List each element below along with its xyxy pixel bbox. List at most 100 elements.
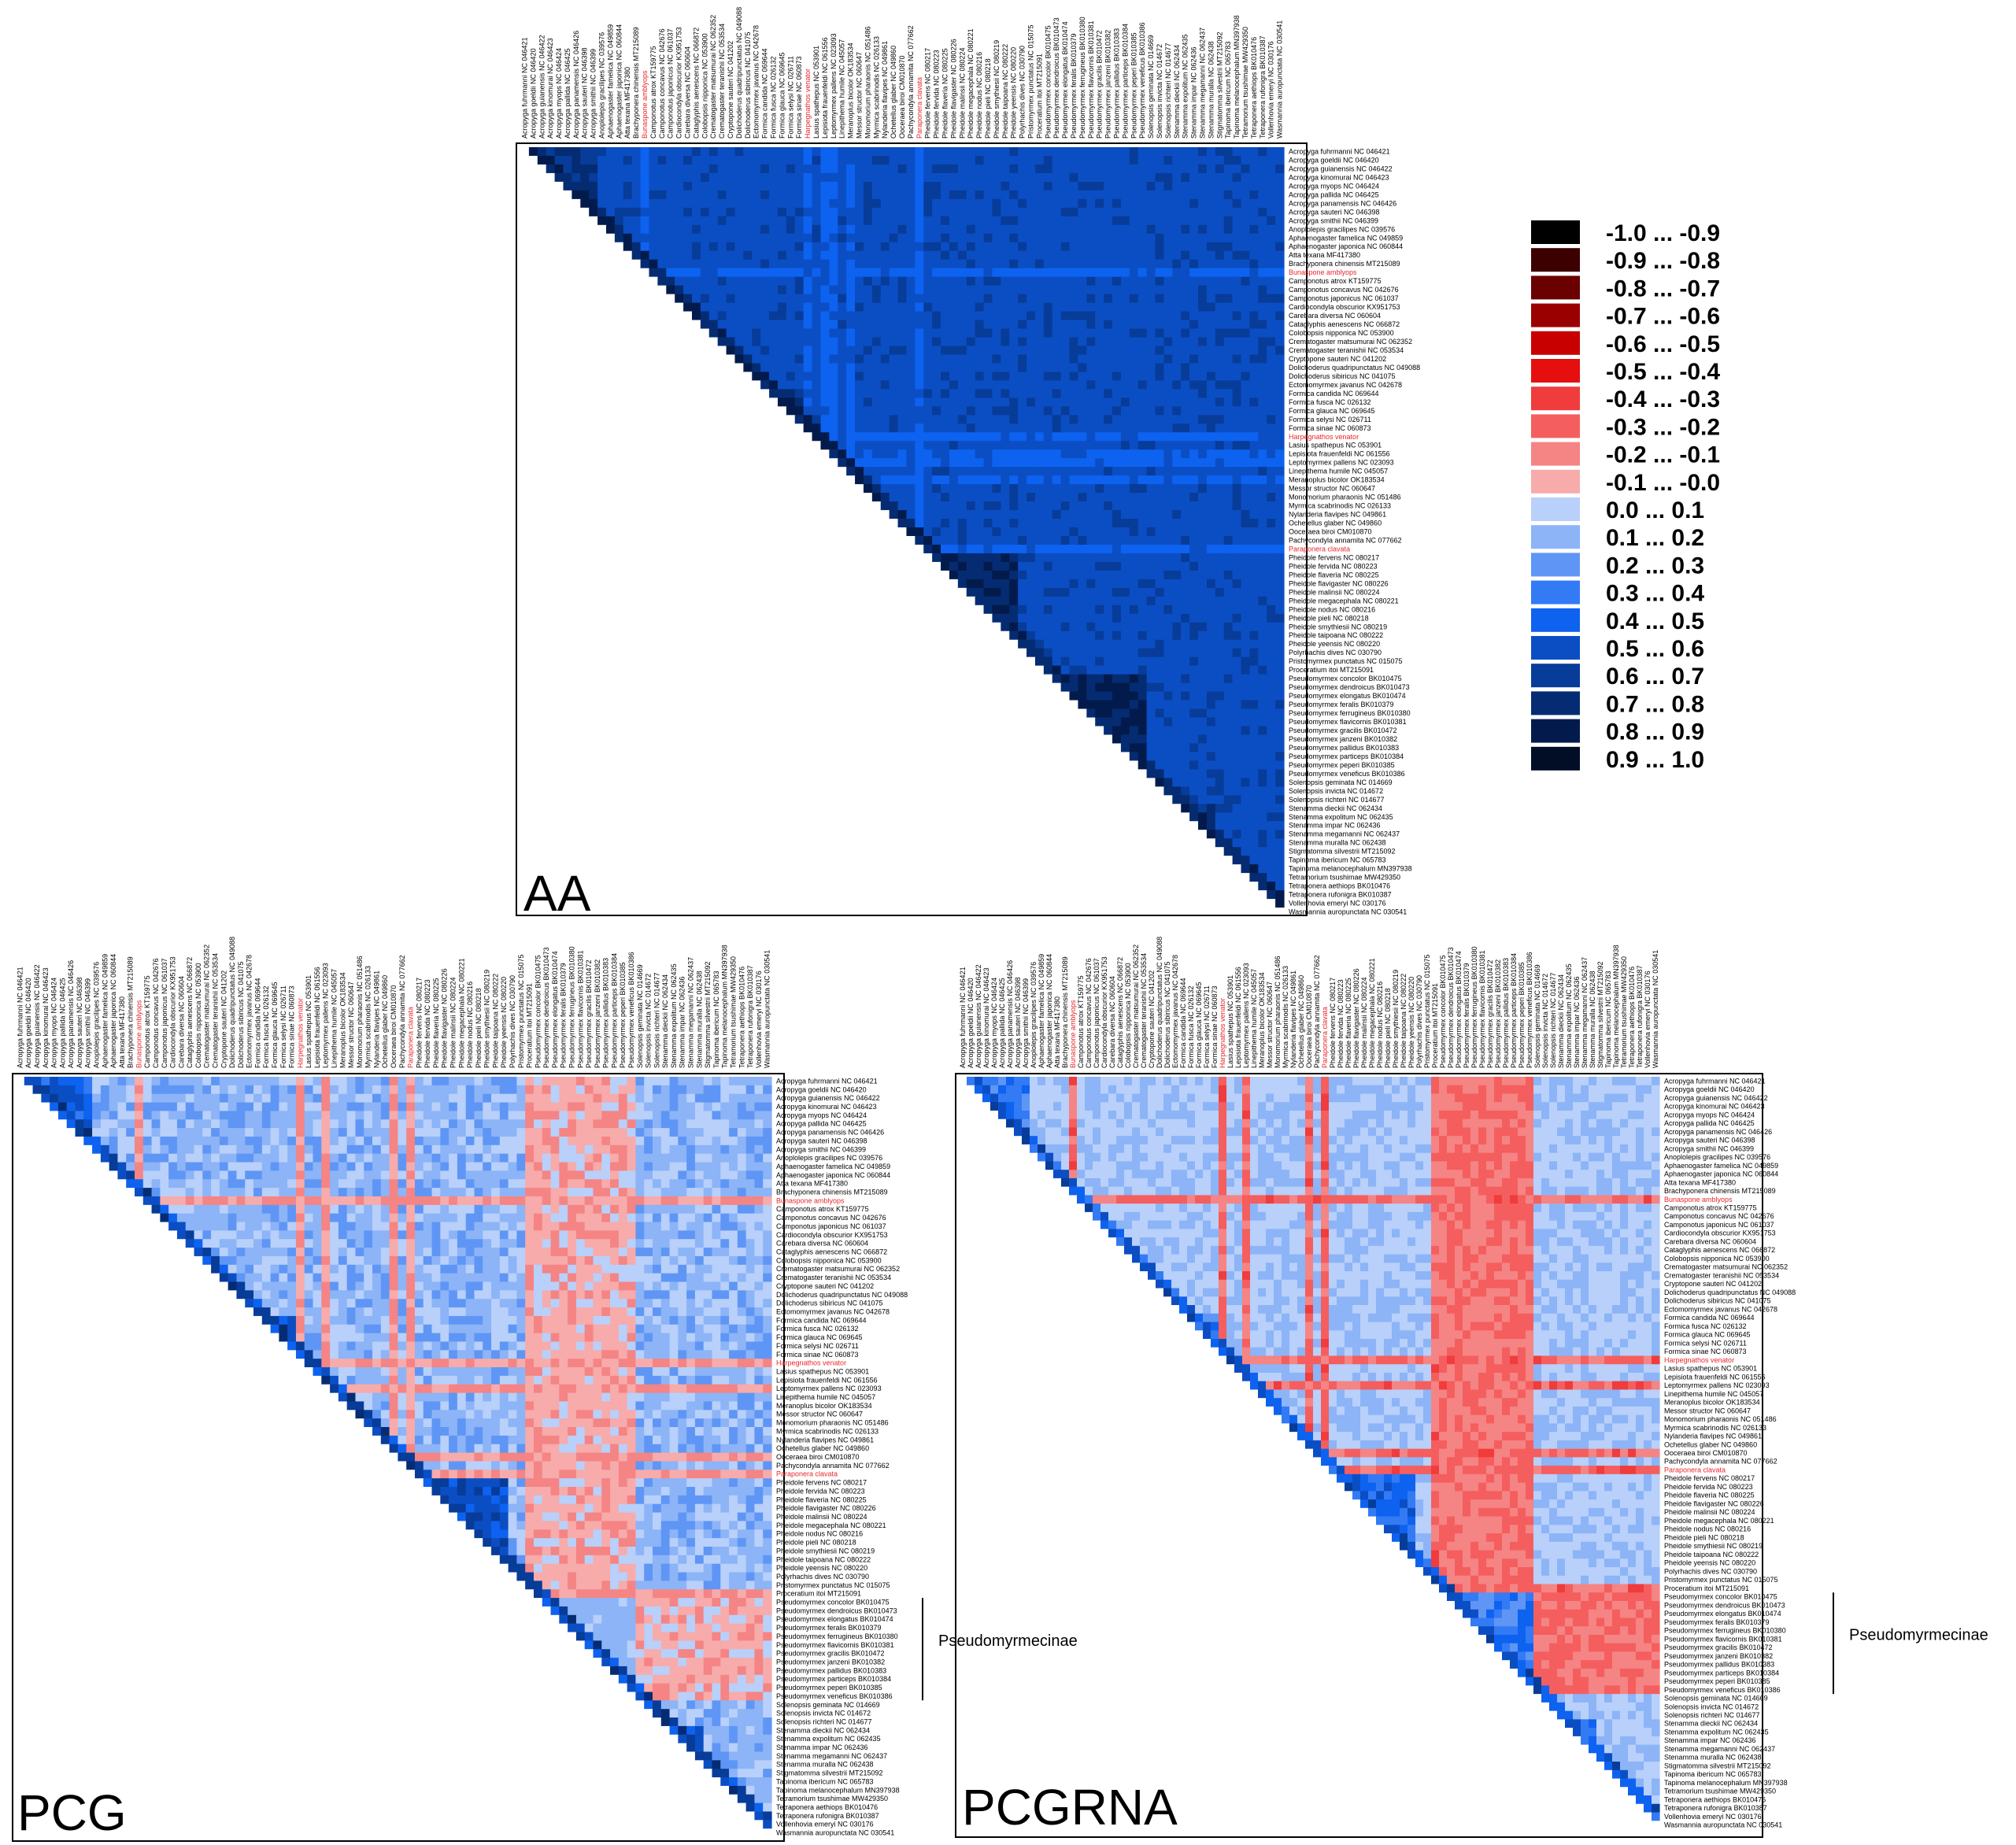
aa-cell	[1086, 501, 1096, 511]
aa-cell	[949, 475, 959, 485]
aa-cell	[1163, 778, 1173, 787]
pcg-cell	[610, 1111, 620, 1120]
aa-cell	[1223, 147, 1234, 157]
aa-cell	[1163, 717, 1173, 727]
pcg-cell	[559, 1102, 568, 1112]
aa-cell	[1112, 242, 1122, 252]
pcg-cell	[440, 1093, 449, 1104]
aa-cell	[1095, 328, 1104, 338]
aa-cell	[957, 216, 967, 226]
aa-cell	[1223, 579, 1234, 589]
aa-cell	[1258, 856, 1267, 865]
aa-cell	[897, 302, 908, 312]
aa-cell	[915, 346, 924, 356]
aa-cell	[1120, 630, 1130, 641]
aa-cell	[1189, 743, 1199, 753]
aa-cell	[949, 311, 959, 321]
aa-cell	[829, 397, 838, 407]
aa-cell	[1069, 613, 1079, 623]
aa-cell	[589, 207, 598, 217]
aa-cell	[777, 207, 787, 217]
pcg-cell	[610, 1102, 620, 1112]
aa-cell	[1215, 587, 1225, 597]
aa-cell	[1001, 415, 1010, 424]
pcg-cell	[245, 1085, 254, 1095]
aa-cell	[803, 224, 813, 235]
aa-cell	[1189, 561, 1199, 571]
aa-cell	[1104, 535, 1113, 545]
pcg-cell	[483, 1144, 492, 1155]
aa-cell	[769, 216, 779, 226]
aa-cell	[941, 242, 950, 252]
row-label-acropyga-smithii-nc-046399: Acropyga smithii NC 046399	[1289, 216, 1378, 224]
aa-cell	[752, 242, 761, 252]
aa-cell	[1181, 250, 1190, 261]
aa-cell	[1215, 648, 1225, 658]
pcg-cell	[245, 1111, 254, 1120]
aa-cell	[760, 311, 770, 321]
aa-cell	[1078, 648, 1087, 658]
row-label-stenamma-muralla-nc-062438: Stenamma muralla NC 062438	[1289, 839, 1386, 847]
pcg-cell	[745, 1136, 756, 1146]
aa-cell	[1095, 587, 1104, 597]
aa-cell	[1018, 648, 1027, 658]
pcg-cell	[126, 1136, 135, 1146]
aa-cell	[966, 337, 976, 347]
aa-cell	[949, 397, 959, 407]
aa-cell	[1241, 423, 1251, 433]
aa-cell	[932, 363, 941, 373]
aa-cell	[734, 354, 744, 364]
aa-cell	[871, 233, 882, 243]
aa-cell	[743, 346, 753, 356]
aa-cell	[649, 250, 658, 261]
aa-cell	[1104, 519, 1113, 528]
aa-cell	[915, 328, 924, 338]
pcg-cell	[287, 1102, 297, 1112]
row-label-linepithema-humile-nc-045057: Linepithema humile NC 045057	[1289, 468, 1388, 475]
aa-cell	[923, 328, 933, 338]
aa-cell	[1095, 605, 1104, 615]
aa-cell	[1112, 372, 1122, 381]
aa-cell	[1223, 233, 1234, 243]
aa-cell	[1223, 320, 1234, 330]
aa-cell	[1069, 630, 1079, 641]
aa-cell	[1052, 311, 1062, 321]
pcg-cell	[313, 1119, 322, 1129]
aa-cell	[1275, 778, 1285, 787]
aa-cell	[932, 397, 941, 407]
aa-cell	[820, 432, 830, 442]
aa-cell	[992, 484, 1001, 494]
aa-cell	[855, 441, 864, 450]
aa-cell	[1026, 406, 1036, 416]
aa-cell	[1249, 363, 1259, 373]
aa-cell	[1258, 561, 1267, 571]
aa-cell	[1241, 510, 1251, 519]
aa-cell	[966, 596, 976, 606]
aa-cell	[1069, 224, 1079, 235]
pcg-cell	[559, 1136, 568, 1146]
aa-cell	[597, 198, 607, 209]
aa-cell	[1189, 181, 1199, 191]
aa-cell	[1120, 363, 1130, 373]
pcg-cell	[168, 1153, 178, 1163]
aa-cell	[1163, 553, 1173, 563]
pcg-cell	[16, 1077, 25, 1086]
pcg-cell	[601, 1128, 611, 1137]
aa-cell	[966, 579, 976, 589]
aa-cell	[1026, 242, 1036, 252]
aa-cell	[1001, 216, 1010, 226]
aa-cell	[897, 285, 908, 295]
aa-cell	[1043, 372, 1053, 381]
aa-cell	[1009, 259, 1019, 269]
aa-cell	[631, 216, 642, 226]
aa-cell	[1043, 656, 1053, 667]
pcg-cell	[406, 1128, 416, 1137]
pcg-cell	[754, 1144, 764, 1155]
aa-cell	[983, 285, 993, 295]
aa-cell	[871, 242, 882, 252]
aa-cell	[640, 155, 650, 165]
aa-cell	[897, 155, 908, 165]
aa-cell	[1181, 743, 1190, 753]
aa-cell	[863, 268, 873, 278]
aa-cell	[1026, 172, 1036, 183]
